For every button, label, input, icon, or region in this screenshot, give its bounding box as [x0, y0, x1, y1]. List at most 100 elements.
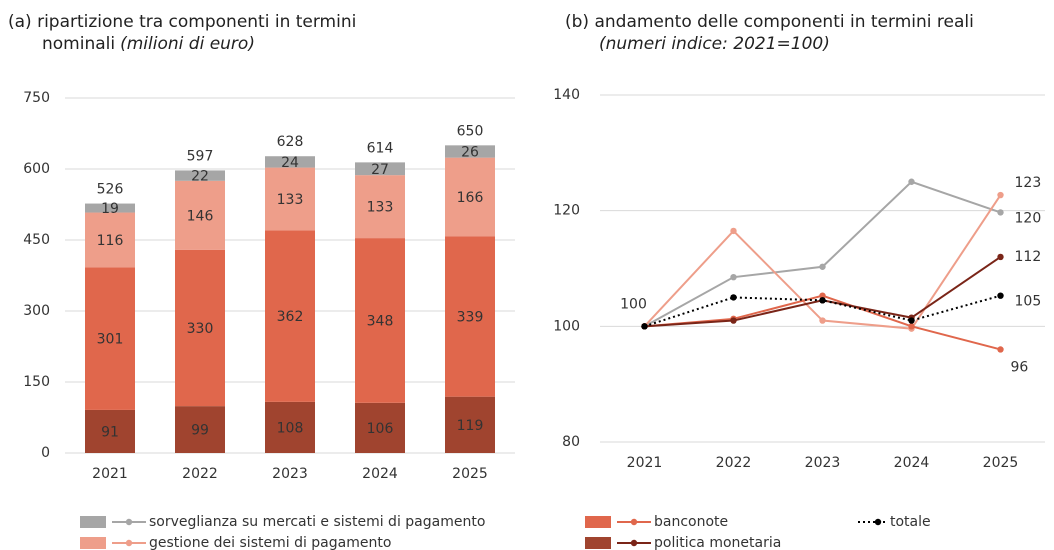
- segment-label: 133: [367, 200, 394, 216]
- segment-label: 91: [101, 424, 119, 440]
- bar-segment: [265, 401, 315, 453]
- legend-label: banconote: [654, 514, 728, 530]
- series-point: [908, 178, 915, 185]
- value-label: 112: [1015, 249, 1042, 265]
- y-tick-label: 750: [23, 90, 50, 106]
- y-tick-label: 100: [553, 318, 580, 334]
- chart-title: (a) ripartizione tra componenti in termi…: [8, 12, 356, 32]
- y-tick-label: 120: [553, 203, 580, 219]
- y-tick-label: 150: [23, 374, 50, 390]
- bar-segment: [355, 175, 405, 239]
- series-point: [730, 294, 737, 301]
- bar-segment: [265, 167, 315, 231]
- legend-label: sorveglianza su mercati e sistemi di pag…: [149, 514, 485, 530]
- segment-label: 24: [281, 155, 299, 171]
- legend-marker: [125, 518, 133, 526]
- x-tick-label: 2024: [894, 455, 930, 471]
- legend-label: politica monetaria: [654, 535, 781, 550]
- bar-segment: [175, 180, 225, 250]
- series-point: [997, 346, 1004, 353]
- series-point: [997, 253, 1004, 261]
- bar-segment: [85, 267, 135, 410]
- series-point: [908, 317, 915, 324]
- value-label: 120: [1015, 210, 1042, 226]
- series-point: [908, 323, 915, 330]
- value-label: 100: [620, 296, 647, 312]
- chart-title: (b) andamento delle componenti in termin…: [565, 12, 974, 32]
- series-point: [819, 317, 826, 324]
- legend-marker: [874, 518, 882, 526]
- series-point: [997, 209, 1004, 216]
- x-tick-label: 2022: [182, 466, 218, 482]
- legend-label: totale: [890, 514, 931, 530]
- x-tick-label: 2021: [92, 466, 128, 482]
- x-tick-label: 2025: [452, 466, 488, 482]
- series-point: [997, 191, 1004, 199]
- total-label: 614: [367, 140, 394, 156]
- y-tick-label: 450: [23, 232, 50, 248]
- segment-label: 26: [461, 144, 479, 160]
- bar-segment: [175, 249, 225, 407]
- series-point: [641, 323, 648, 330]
- x-tick-label: 2022: [716, 455, 752, 471]
- series-line: [644, 180, 1001, 328]
- total-label: 628: [277, 134, 304, 150]
- segment-label: 119: [457, 418, 484, 434]
- x-tick-label: 2024: [362, 466, 398, 482]
- bar-segment: [445, 157, 495, 237]
- series-point: [997, 292, 1004, 299]
- total-label: 650: [457, 123, 484, 139]
- series-point: [819, 292, 826, 299]
- legend-label: gestione dei sistemi di pagamento: [149, 535, 391, 550]
- bar-segment: [85, 203, 135, 213]
- chart-subtitle: (numeri indice: 2021=100): [599, 34, 830, 54]
- bar-segment: [355, 162, 405, 176]
- series-point: [730, 273, 737, 281]
- y-tick-label: 80: [562, 434, 580, 450]
- segment-label: 362: [277, 309, 304, 325]
- bar-segment: [445, 396, 495, 453]
- x-tick-label: 2023: [272, 466, 308, 482]
- bar-segment: [175, 406, 225, 453]
- x-tick-label: 2023: [805, 455, 841, 471]
- bar-segment: [355, 402, 405, 453]
- bar-segment: [85, 409, 135, 453]
- segment-label: 348: [367, 313, 394, 329]
- series-point: [730, 317, 737, 324]
- bar-segment: [175, 170, 225, 181]
- segment-label: 339: [457, 309, 484, 325]
- bar-segment: [355, 238, 405, 403]
- value-label: 123: [1015, 175, 1042, 191]
- legend-swatch: [80, 537, 106, 549]
- y-tick-label: 600: [23, 161, 50, 177]
- y-tick-label: 300: [23, 303, 50, 319]
- segment-label: 22: [191, 169, 209, 185]
- segment-label: 19: [101, 201, 119, 217]
- segment-label: 133: [277, 192, 304, 208]
- bar-segment: [265, 156, 315, 168]
- segment-label: 166: [457, 190, 484, 206]
- segment-label: 116: [97, 233, 124, 249]
- segment-label: 301: [97, 332, 124, 348]
- legend-swatch: [585, 537, 611, 549]
- legend-swatch: [80, 516, 106, 528]
- segment-label: 106: [367, 421, 394, 437]
- series-point: [819, 263, 826, 270]
- legend-marker: [125, 539, 133, 547]
- segment-label: 146: [187, 208, 214, 224]
- segment-label: 108: [277, 420, 304, 436]
- segment-label: 330: [187, 321, 214, 337]
- legend-marker: [630, 539, 638, 547]
- total-label: 526: [97, 182, 124, 198]
- segment-label: 99: [191, 423, 209, 439]
- value-label: 105: [1015, 294, 1042, 310]
- bar-segment: [85, 212, 135, 268]
- x-tick-label: 2021: [627, 455, 663, 471]
- legend-swatch: [585, 516, 611, 528]
- total-label: 597: [187, 148, 214, 164]
- y-tick-label: 140: [553, 87, 580, 103]
- x-tick-label: 2025: [983, 455, 1019, 471]
- series-point: [819, 297, 826, 304]
- bar-segment: [265, 230, 315, 402]
